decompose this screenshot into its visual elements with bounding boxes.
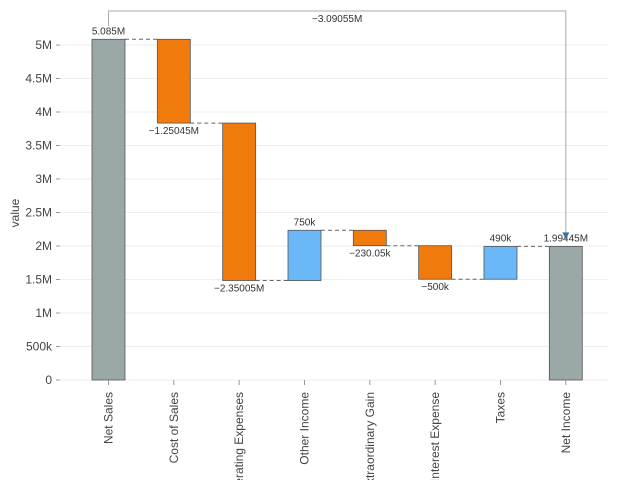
- data-label: 5.085M: [92, 26, 125, 37]
- y-tick-label: 3.5M: [25, 139, 52, 153]
- x-tick-label: Net Sales: [102, 392, 116, 444]
- connector-lines: [125, 38, 550, 282]
- x-tick-label: Extraordinary Gain: [363, 392, 377, 480]
- bars: [91, 38, 583, 381]
- bar-5: [352, 229, 387, 247]
- bar-6: [418, 245, 453, 280]
- y-tick-label: 4.5M: [25, 72, 52, 86]
- y-axis-title: value: [8, 198, 22, 227]
- y-tick-label: 1M: [35, 306, 52, 320]
- data-label: 490k: [490, 233, 513, 244]
- bar-8: [548, 245, 583, 381]
- data-label: 750k: [294, 217, 317, 228]
- x-tick-label: Taxes: [493, 392, 507, 423]
- data-label: −500k: [421, 282, 450, 293]
- y-tick-label: 2M: [35, 239, 52, 253]
- total-change-annotation: −3.09055M: [108, 10, 570, 240]
- bar-4: [287, 229, 322, 281]
- y-tick-label: 500k: [26, 340, 53, 354]
- data-label: −230.05k: [349, 249, 391, 260]
- bar-2: [156, 38, 191, 124]
- x-tick-label: Interest Expense: [428, 392, 442, 480]
- y-tick-label: 3M: [35, 172, 52, 186]
- annotation-label: −3.09055M: [312, 14, 362, 25]
- annotation-bracket: [108, 10, 567, 233]
- y-axis: 0 500k 1M 1.5M 2M 2.5M 3M 3.5M 4M 4.5M 5M: [25, 38, 60, 387]
- bar-7: [483, 245, 518, 280]
- x-tick-label: Operating Expenses: [232, 392, 246, 480]
- data-label: −2.35005M: [214, 284, 264, 295]
- annotation-arrowhead: [562, 232, 570, 240]
- bar-3: [222, 122, 257, 281]
- y-tick-label: 2.5M: [25, 206, 52, 220]
- x-tick-label: Net Income: [559, 392, 573, 454]
- data-label: −1.25045M: [149, 126, 199, 137]
- y-tick-label: 0: [45, 373, 52, 387]
- y-tick-label: 5M: [35, 38, 52, 52]
- grid-lines: [60, 44, 608, 381]
- y-tick-label: 4M: [35, 105, 52, 119]
- x-tick-label: Other Income: [297, 392, 311, 465]
- x-axis: Net Sales Cost of Sales Operating Expenses…: [102, 380, 573, 480]
- x-tick-label: Cost of Sales: [167, 392, 181, 463]
- bar-1: [91, 38, 126, 381]
- y-tick-label: 1.5M: [25, 273, 52, 287]
